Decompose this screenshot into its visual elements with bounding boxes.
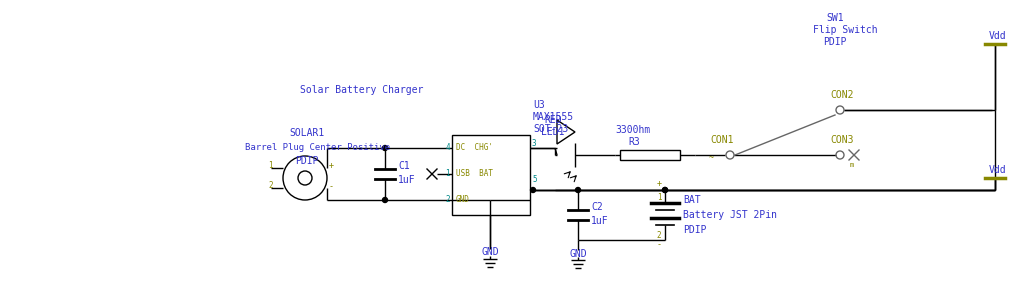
Text: -: - xyxy=(329,183,334,191)
Text: Vdd: Vdd xyxy=(989,165,1007,175)
Circle shape xyxy=(383,146,387,150)
Text: C2: C2 xyxy=(591,202,603,212)
Text: 2: 2 xyxy=(656,230,662,239)
Text: 1: 1 xyxy=(656,193,662,201)
Text: PDIP: PDIP xyxy=(295,156,318,166)
Circle shape xyxy=(663,187,668,193)
Circle shape xyxy=(383,197,387,203)
Text: Vdd: Vdd xyxy=(989,31,1007,41)
Text: MAX1555: MAX1555 xyxy=(534,112,574,122)
Text: LED1: LED1 xyxy=(542,127,565,137)
Text: RED: RED xyxy=(544,115,562,125)
Text: SOLAR1: SOLAR1 xyxy=(290,128,325,138)
Text: Battery JST 2Pin: Battery JST 2Pin xyxy=(683,210,777,220)
Bar xyxy=(620,150,680,160)
Text: 5: 5 xyxy=(532,174,537,183)
Text: C1: C1 xyxy=(398,161,410,171)
Text: 1: 1 xyxy=(445,170,450,179)
Text: 1uF: 1uF xyxy=(591,216,608,226)
Text: CON2: CON2 xyxy=(830,90,853,100)
Text: GND: GND xyxy=(569,249,587,259)
Text: 3: 3 xyxy=(532,139,537,148)
Circle shape xyxy=(663,187,668,193)
Text: PDIP: PDIP xyxy=(683,225,707,235)
Text: m: m xyxy=(850,162,854,168)
Text: 1: 1 xyxy=(268,160,273,170)
Text: USB  BAT: USB BAT xyxy=(456,170,493,179)
Text: ~: ~ xyxy=(709,154,714,162)
Text: 2: 2 xyxy=(445,195,450,205)
Text: SW1: SW1 xyxy=(826,13,844,23)
Text: 1uF: 1uF xyxy=(398,175,416,185)
Text: PDIP: PDIP xyxy=(823,37,847,47)
Text: BAT: BAT xyxy=(683,195,700,205)
Circle shape xyxy=(530,187,536,193)
Text: SOT-23: SOT-23 xyxy=(534,124,568,134)
Bar xyxy=(452,135,530,215)
Text: GND: GND xyxy=(481,247,499,257)
Text: CON3: CON3 xyxy=(830,135,853,145)
Text: U3: U3 xyxy=(534,100,545,110)
Text: +: + xyxy=(656,179,662,187)
Text: +: + xyxy=(329,162,334,170)
Text: R3: R3 xyxy=(628,137,640,147)
Text: 2: 2 xyxy=(268,181,273,191)
Text: GND: GND xyxy=(456,195,470,205)
Circle shape xyxy=(575,187,581,193)
Text: Barrel Plug Center Positive: Barrel Plug Center Positive xyxy=(245,144,390,152)
Text: 4: 4 xyxy=(445,144,450,152)
Text: DC  CHG': DC CHG' xyxy=(456,144,493,152)
Text: Solar Battery Charger: Solar Battery Charger xyxy=(300,85,423,95)
Text: -: - xyxy=(656,241,662,249)
Text: CON1: CON1 xyxy=(711,135,734,145)
Text: 3300hm: 3300hm xyxy=(615,125,650,135)
Text: Flip Switch: Flip Switch xyxy=(813,25,878,35)
